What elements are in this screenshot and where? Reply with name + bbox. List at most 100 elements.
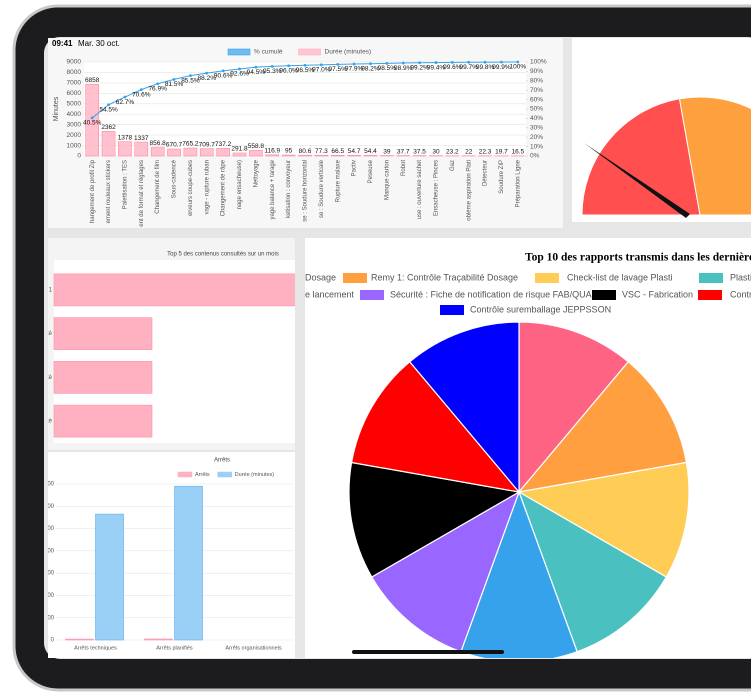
bar-value-label: 95: [285, 148, 293, 155]
x-tick-label: Manque carton: [384, 160, 390, 200]
home-indicator: [352, 650, 504, 654]
gauge-needle: [584, 143, 690, 218]
line-value-label: 97.0%: [312, 67, 331, 74]
legend-label: Contr: [730, 289, 751, 299]
legend-label: Remy 1: Contrôle Traçabilité Dosage: [371, 272, 518, 282]
legend-label: Arrêts: [195, 472, 210, 478]
line-value-label: 99.4%: [427, 64, 446, 71]
x-tick-label: Gaz: [450, 160, 456, 171]
x-tick-label: Rupture malaxe: [335, 159, 341, 202]
x-tick-label: se : Soudure verticale: [319, 159, 325, 218]
line-value-label: 98.2%: [361, 65, 380, 72]
y2-tick-label: 80%: [530, 78, 543, 85]
bar-value-label: 22.3: [479, 148, 492, 155]
y2-tick-label: 70%: [530, 87, 543, 94]
x-tick-label: vage - rupture ruban: [204, 160, 210, 214]
bar-value-label: 77.3: [315, 148, 328, 155]
y-tick-label: 0: [51, 638, 55, 644]
line-point: [303, 63, 307, 67]
x-tick-label: Pactiv: [352, 160, 358, 176]
pie-slice: [370, 490, 521, 653]
x-tick-label: hangement de profil Zip: [90, 159, 96, 223]
legend-swatch: [535, 273, 559, 283]
status-time: 09:41: [52, 39, 73, 48]
y-tick-label: 2000: [67, 132, 82, 139]
line-value-label: 40.5%: [83, 120, 102, 127]
bar-value-label: 37.7: [397, 148, 410, 155]
y-tick-label: 4000: [67, 111, 82, 118]
chart-title: Top 10 des rapports transmis dans les de…: [525, 252, 751, 264]
x-tick-label: ent de format et réglages: [139, 160, 145, 227]
bar: [298, 154, 312, 157]
line-point: [319, 63, 323, 67]
legend-label: e lancement: [305, 289, 355, 299]
line-point: [385, 62, 389, 65]
bar: [65, 638, 94, 641]
bar-value-label: 66.5: [331, 148, 344, 155]
line-point: [172, 77, 176, 81]
bar-value-label: 558.8: [248, 143, 265, 150]
line-point: [254, 65, 258, 69]
chart-title: Arrêts: [214, 458, 230, 464]
y-tick-label: 1000: [67, 142, 82, 149]
bar-value-label: 765.2: [182, 141, 199, 148]
legend-label: Sécurité : Fiche de notification de risq…: [390, 289, 594, 299]
bar: [53, 361, 153, 394]
x-tick-label: Sous-cadencé: [172, 159, 178, 198]
pie-slice: [518, 321, 630, 494]
y-tick-label: 14000: [37, 482, 54, 488]
legend-swatch: [343, 273, 367, 283]
y-tick-label: 8000: [41, 548, 55, 554]
x-tick-label: yage balance + tarage: [270, 159, 276, 219]
line-value-label: 90.6%: [214, 73, 233, 80]
bar: [101, 131, 116, 157]
x-tick-label: Ensacheuse : Pinces: [434, 160, 440, 216]
x-tick-label: oblème aspiration Plati: [466, 160, 472, 221]
line-value-label: 54.5%: [99, 106, 118, 113]
bar: [95, 513, 124, 641]
y-tick-label: 8000: [67, 69, 82, 76]
y2-tick-label: 90%: [530, 68, 543, 75]
y-tick-label: 10000: [37, 526, 54, 532]
y-tick-label: 4000: [41, 593, 55, 599]
x-tick-label: Nettoyage: [253, 159, 259, 187]
bar: [183, 147, 198, 157]
bar-value-label: 54.4: [364, 148, 377, 155]
legend-label: % cumulé: [254, 49, 283, 56]
line-value-label: 99.7%: [459, 64, 478, 71]
line-value-label: 92.6%: [230, 71, 249, 78]
bar: [53, 404, 153, 438]
line-point: [238, 67, 241, 71]
line-point: [352, 62, 356, 66]
legend-label: Check-list de lavage Plasti: [567, 272, 673, 282]
line-point: [189, 74, 192, 78]
y2-tick-label: 20%: [530, 134, 543, 141]
bar-value-label: 116.9: [264, 147, 280, 154]
line-point: [205, 71, 209, 75]
line-point: [270, 65, 274, 68]
y2-tick-label: 100%: [530, 59, 547, 66]
x-tick-label: nage ensacheuse): [237, 160, 243, 209]
legend-swatch: [440, 305, 464, 315]
pie-panel: Top 10 des rapports transmis dans les de…: [305, 238, 751, 658]
bar-value-label: 22: [465, 148, 473, 155]
line-value-label: 98.9%: [394, 65, 413, 72]
x-tick-label: ketisation : convoyeur: [286, 160, 292, 218]
line-value-label: 99.8%: [476, 64, 495, 71]
bar-value-label: 80.6: [299, 148, 312, 155]
legend-swatch: [698, 290, 722, 300]
x-tick-label: Préparation Ligne: [515, 159, 521, 207]
bar: [232, 152, 247, 157]
legend-label: VSC - Fabrication: [622, 289, 693, 299]
bar-value-label: 1337: [134, 135, 149, 142]
bar-value-label: 2362: [101, 124, 116, 131]
pie-slice: [517, 360, 688, 493]
line-point: [467, 60, 471, 64]
y2-tick-label: 50%: [530, 106, 543, 113]
stops-panel: Arrêts 0 2000 4000 6000 8000 10000 12000 14000 Ar…: [37, 452, 295, 658]
pie-slice: [408, 321, 520, 494]
bar-value-label: 16.5: [511, 149, 524, 156]
bar-value-label: 6858: [85, 77, 100, 84]
pie-slice: [348, 461, 521, 578]
